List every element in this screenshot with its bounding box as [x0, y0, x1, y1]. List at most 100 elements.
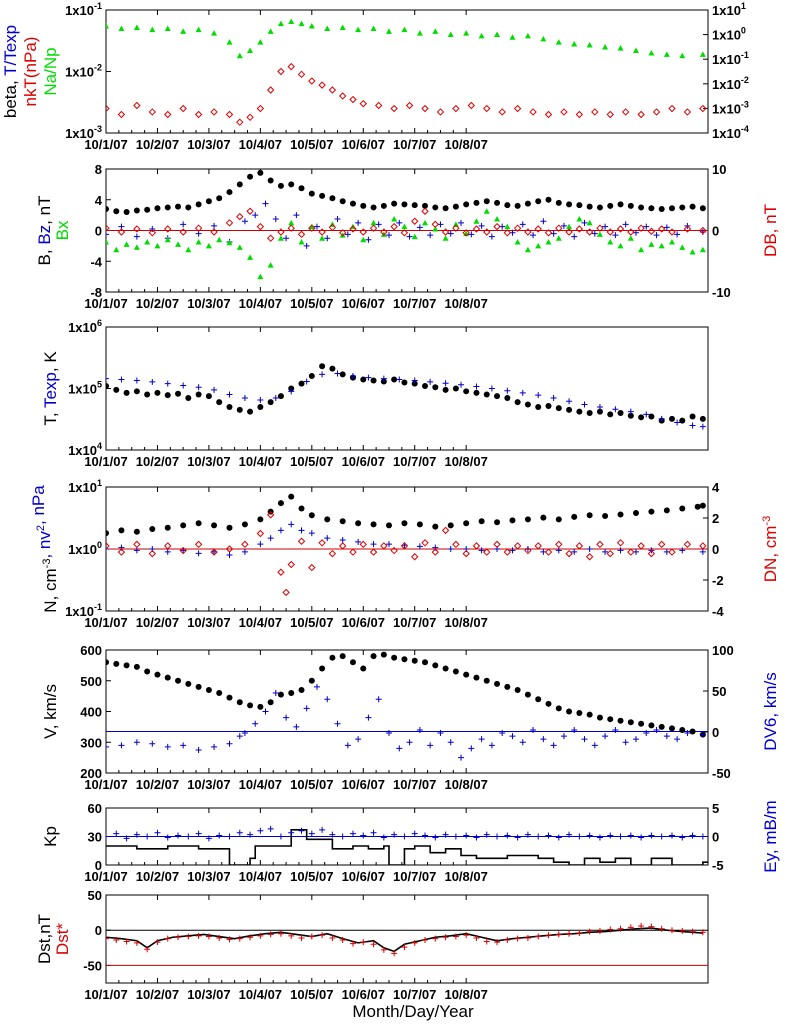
data-point [339, 371, 346, 378]
x-tick-label: 10/8/07 [444, 777, 487, 792]
data-point [195, 520, 202, 527]
data-point [473, 934, 480, 941]
data-point [149, 225, 156, 232]
data-point [452, 221, 459, 227]
data-point [422, 937, 429, 944]
panel-density: 10/1/07 10/2/07 10/3/07 10/4/07 10/5/07 10/6/… [29, 478, 780, 630]
data-point [432, 662, 439, 669]
x-tick-label: 10/5/07 [290, 777, 333, 792]
data-point [483, 208, 490, 214]
data-point [175, 241, 182, 247]
data-point [113, 660, 120, 667]
data-point [349, 372, 356, 379]
data-point [478, 547, 485, 554]
data-point [133, 233, 140, 240]
data-point [452, 224, 460, 232]
data-point [257, 397, 264, 404]
data-point [277, 182, 284, 189]
data-point [216, 832, 223, 839]
data-point [283, 235, 290, 242]
data-point [180, 28, 187, 34]
data-point [164, 236, 171, 243]
data-point [267, 699, 274, 706]
data-point [401, 379, 408, 386]
data-point [349, 659, 356, 666]
x-tick-label: 10/8/07 [444, 137, 487, 152]
data-point [411, 377, 418, 384]
data-point [607, 926, 614, 933]
data-point [411, 380, 418, 387]
data-point [154, 671, 161, 678]
data-point [288, 493, 295, 500]
data-point [638, 246, 645, 253]
data-point [617, 242, 624, 249]
data-point [509, 733, 516, 740]
data-point [612, 232, 619, 239]
data-point [524, 546, 532, 555]
data-point [586, 832, 593, 839]
data-point [106, 546, 109, 552]
data-point [503, 229, 512, 237]
data-point [668, 927, 675, 934]
data-point [529, 108, 537, 116]
data-point [283, 714, 290, 721]
plot-area [106, 651, 706, 761]
data-point [113, 208, 120, 215]
data-point [494, 199, 501, 206]
data-point [180, 522, 187, 529]
data-point [540, 35, 547, 42]
data-point [699, 929, 706, 936]
data-point [293, 212, 300, 219]
data-point [308, 933, 315, 940]
data-point [436, 108, 445, 116]
data-point [391, 215, 398, 222]
data-point [585, 228, 594, 236]
left-y-tick-label: 500 [80, 674, 102, 689]
data-point [195, 746, 202, 753]
data-point [118, 25, 125, 32]
data-point [401, 201, 408, 208]
data-point [643, 411, 650, 418]
data-point [689, 413, 696, 420]
data-point [653, 232, 660, 239]
data-point [113, 386, 120, 393]
data-point [638, 922, 645, 929]
left-axis-label: B, Bz, nT [35, 196, 54, 266]
data-point [117, 110, 126, 119]
data-point [195, 201, 202, 208]
data-point [106, 224, 110, 232]
data-point [180, 742, 187, 749]
x-tick-label: 10/4/07 [239, 777, 282, 792]
data-point [195, 550, 202, 557]
data-point [509, 547, 516, 554]
data-point [211, 522, 218, 529]
data-point [144, 668, 151, 675]
x-tick-label: 10/4/07 [239, 296, 282, 311]
data-point [164, 204, 171, 211]
data-point [370, 377, 377, 384]
data-point [617, 717, 624, 724]
data-point [175, 934, 182, 941]
data-point [442, 831, 449, 838]
data-point [513, 542, 522, 550]
data-point [148, 229, 157, 237]
x-tick-label: 10/4/07 [239, 987, 282, 1002]
data-point [463, 832, 470, 839]
data-point [303, 378, 310, 385]
data-point [555, 224, 563, 232]
data-point [545, 196, 552, 203]
data-point [519, 221, 526, 228]
data-point [648, 49, 655, 56]
left-y-tick-label: 200 [80, 766, 102, 781]
x-tick-label: 10/3/07 [187, 137, 230, 152]
x-tick-label: 10/6/07 [342, 777, 385, 792]
data-point [442, 386, 449, 393]
panel-plasma-ratios: 10/1/07 10/2/07 10/3/07 10/4/07 10/5/07 10/6/… [1, 1, 749, 152]
data-point [560, 222, 567, 229]
data-point [638, 414, 645, 421]
data-point [118, 527, 125, 534]
data-point [236, 118, 244, 126]
plot-area [106, 493, 707, 597]
data-point [586, 512, 593, 519]
data-point [164, 542, 172, 550]
